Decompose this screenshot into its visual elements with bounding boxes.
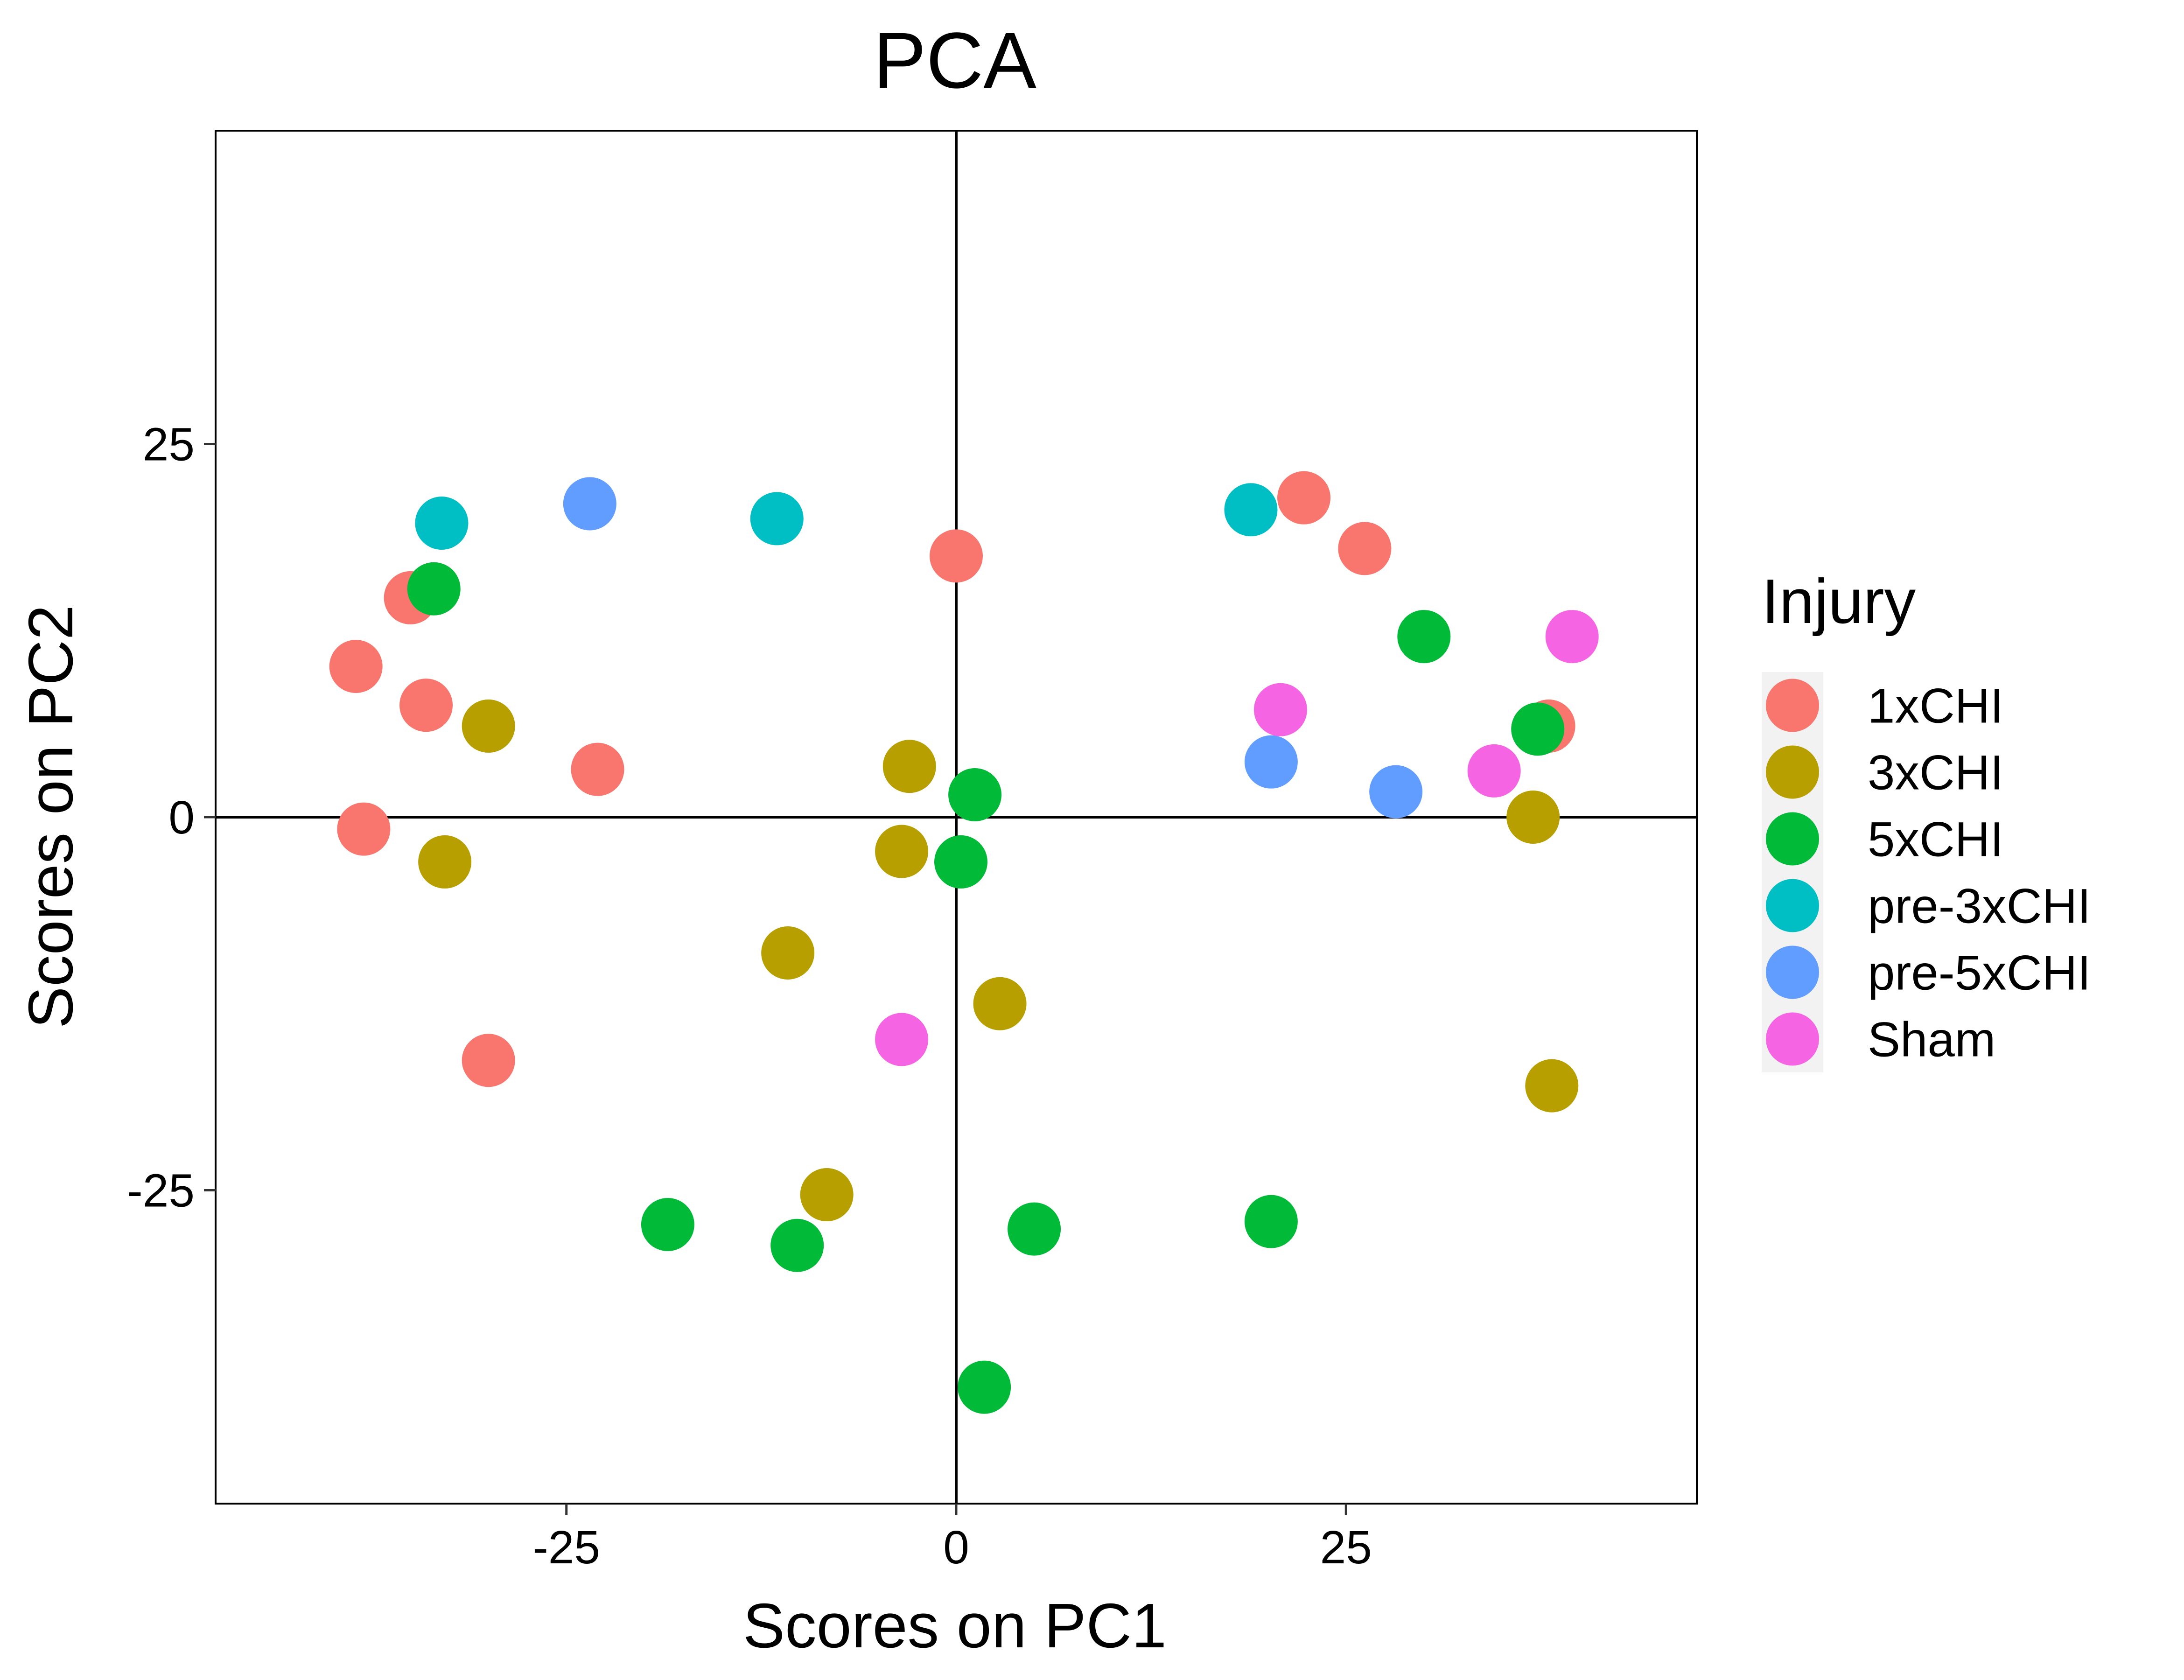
- point-pre-3xchi-3: [1224, 483, 1278, 537]
- point-pre-3xchi-2: [750, 492, 804, 546]
- point-5xchi-5: [770, 1218, 824, 1272]
- legend-title: Injury: [1762, 566, 1916, 637]
- point-3xchi-1: [462, 699, 515, 753]
- legend-label-1xchi: 1xCHI: [1868, 679, 2004, 734]
- point-3xchi-4: [875, 825, 929, 878]
- chart-title: PCA: [873, 16, 1036, 105]
- legend-key-1xchi: [1766, 679, 1819, 732]
- point-1xchi-6: [462, 1034, 515, 1087]
- point-1xchi-1: [329, 640, 383, 693]
- point-1xchi-3: [399, 679, 453, 732]
- point-5xchi-7: [1244, 1195, 1298, 1248]
- legend-key-5xchi: [1766, 812, 1819, 866]
- point-3xchi-2: [418, 835, 472, 889]
- point-sham-1: [875, 1013, 929, 1066]
- legend-label-sham: Sham: [1868, 1013, 1995, 1067]
- legend-key-sham: [1766, 1012, 1819, 1066]
- point-sham-4: [1545, 610, 1599, 664]
- x-axis-label: Scores on PC1: [743, 1590, 1167, 1661]
- point-5xchi-1: [407, 562, 461, 616]
- x-tick-label: -25: [532, 1521, 600, 1574]
- point-3xchi-8: [1506, 791, 1560, 844]
- legend: 1xCHI 3xCHI 5xCHI pre-3xCHI pre-5xCHI Sham: [1762, 672, 2091, 1072]
- point-1xchi-4: [337, 802, 391, 856]
- legend-key-pre-5xchi: [1766, 945, 1819, 999]
- legend-key-3xchi: [1766, 745, 1819, 799]
- point-5xchi-6: [1008, 1202, 1061, 1256]
- x-tick-label: 0: [943, 1521, 969, 1574]
- point-pre-3xchi-1: [415, 497, 469, 550]
- point-1xchi-9: [1338, 522, 1392, 575]
- point-sham-3: [1467, 744, 1521, 798]
- point-1xchi-7: [930, 529, 983, 583]
- point-5xchi-2: [948, 768, 1002, 822]
- point-5xchi-3: [934, 835, 988, 889]
- legend-key-background: [1762, 672, 1823, 1072]
- y-tick-label: 25: [143, 419, 195, 471]
- point-1xchi-5: [571, 742, 624, 796]
- legend-label-5xchi: 5xCHI: [1868, 812, 2004, 867]
- point-3xchi-6: [973, 977, 1027, 1030]
- point-sham-2: [1253, 683, 1307, 736]
- point-1xchi-8: [1277, 471, 1331, 525]
- legend-label-pre-5xchi: pre-5xCHI: [1868, 946, 2091, 1001]
- point-5xchi-10: [1511, 702, 1565, 756]
- point-pre-5xchi-2: [1244, 735, 1298, 789]
- legend-label-3xchi: 3xCHI: [1868, 746, 2004, 800]
- point-pre-5xchi-3: [1369, 765, 1423, 819]
- y-axis-label: Scores on PC2: [15, 605, 86, 1029]
- y-tick-label: 0: [168, 791, 195, 844]
- y-tick-label: -25: [127, 1164, 195, 1217]
- x-tick-label: 25: [1320, 1521, 1372, 1574]
- point-5xchi-8: [958, 1360, 1011, 1414]
- legend-label-pre-3xchi: pre-3xCHI: [1868, 879, 2091, 934]
- point-pre-5xchi-1: [563, 477, 616, 531]
- point-5xchi-4: [641, 1198, 694, 1252]
- point-3xchi-3: [882, 740, 936, 793]
- point-5xchi-9: [1397, 610, 1451, 664]
- plot-area: -25 0 25 -25 0 25: [127, 130, 1698, 1574]
- point-3xchi-7: [800, 1168, 854, 1222]
- point-3xchi-9: [1525, 1059, 1579, 1113]
- point-3xchi-5: [761, 926, 815, 980]
- legend-key-pre-3xchi: [1766, 879, 1819, 932]
